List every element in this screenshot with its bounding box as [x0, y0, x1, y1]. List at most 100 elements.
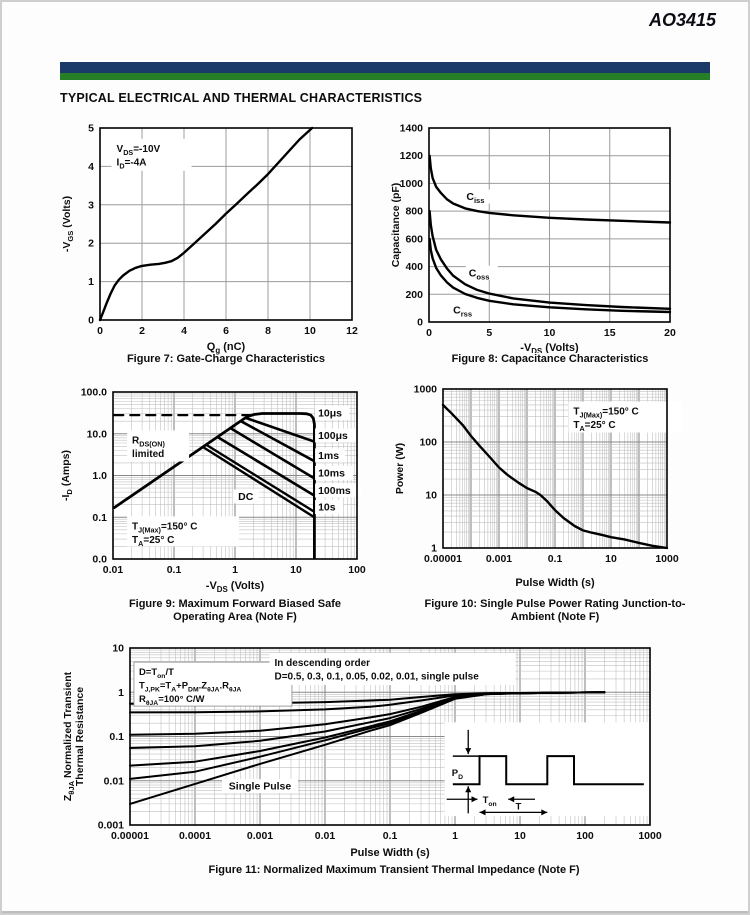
svg-text:10: 10 [290, 564, 302, 576]
svg-text:1000: 1000 [400, 178, 424, 190]
figure-8-block: Ciss Coss Crss 0 5 10 15 20 0 200 400 600 800 1000 120… [385, 115, 715, 354]
svg-text:PD: PD [452, 768, 463, 781]
svg-text:10: 10 [112, 643, 124, 655]
series-Coss [428, 209, 672, 310]
svg-text:D=0.5, 0.3, 0.1, 0.05, 0.02, 0: D=0.5, 0.3, 0.1, 0.05, 0.02, 0.01, singl… [274, 672, 479, 683]
svg-text:0.00001: 0.00001 [111, 830, 149, 842]
svg-text:RDS(ON): RDS(ON) [132, 435, 165, 448]
figure-11-caption: Figure 11: Normalized Maximum Transient … [208, 864, 580, 876]
svg-text:15: 15 [604, 327, 616, 339]
svg-text:100ms: 100ms [318, 485, 351, 497]
svg-text:0.01: 0.01 [104, 775, 125, 787]
svg-text:3: 3 [88, 199, 94, 211]
svg-text:T: T [515, 802, 521, 813]
svg-text:0.001: 0.001 [98, 820, 124, 832]
svg-text:1ms: 1ms [318, 450, 339, 462]
svg-text:0.0001: 0.0001 [179, 830, 211, 842]
svg-text:Single Pulse: Single Pulse [229, 781, 292, 793]
svg-text:Power (W): Power (W) [394, 443, 406, 494]
svg-text:-ID (Amps): -ID (Amps) [60, 450, 74, 501]
series-limit-dc [201, 445, 316, 519]
svg-text:1: 1 [232, 564, 238, 576]
figure-9-block: RDS(ON) limited TJ(Max)=150° C TA=25° C 10μs… [55, 375, 385, 594]
series-limit-100ms [216, 435, 316, 497]
svg-text:10μs: 10μs [318, 407, 342, 419]
svg-text:4: 4 [181, 325, 187, 337]
svg-text:10: 10 [544, 327, 556, 339]
svg-text:TJ(Max)=150° C: TJ(Max)=150° C [132, 521, 197, 534]
svg-text:0.1: 0.1 [109, 731, 124, 743]
svg-text:Pulse Width (s): Pulse Width (s) [350, 847, 430, 859]
svg-text:0: 0 [88, 315, 94, 327]
svg-text:1: 1 [431, 543, 437, 555]
grid [443, 389, 667, 548]
svg-text:10: 10 [425, 490, 437, 502]
svg-text:RθJA=100° C/W: RθJA=100° C/W [139, 694, 205, 707]
svg-text:10ms: 10ms [318, 467, 345, 479]
figure-10-block: TJ(Max)=150° C TA=25° C 0.00001 0.001 0.1 10 1… [390, 375, 715, 591]
svg-text:100: 100 [576, 830, 594, 842]
svg-text:0.01: 0.01 [315, 830, 336, 842]
svg-text:0.1: 0.1 [383, 830, 398, 842]
svg-text:Coss: Coss [469, 267, 490, 281]
figure-9-soa-chart: RDS(ON)limited TJ(Max)=150° CTA=25° C 10μs… [60, 387, 366, 594]
svg-text:1000: 1000 [638, 830, 662, 842]
svg-text:0.00001: 0.00001 [424, 553, 462, 565]
figure-7-caption: Figure 7: Gate-Charge Characteristics [126, 353, 326, 365]
svg-text:0.0: 0.0 [92, 554, 107, 566]
figure-8-caption: Figure 8: Capacitance Characteristics [451, 353, 649, 365]
svg-text:10.0: 10.0 [87, 428, 108, 440]
svg-text:12: 12 [346, 325, 358, 337]
svg-text:1000: 1000 [414, 384, 438, 396]
series-rdson-limit-diagonal [112, 415, 249, 509]
svg-text:-VDS (Volts): -VDS (Volts) [520, 342, 579, 353]
svg-text:limited: limited [132, 449, 164, 460]
section-title: TYPICAL ELECTRICAL AND THERMAL CHARACTER… [60, 91, 423, 105]
svg-text:5: 5 [88, 123, 94, 135]
svg-text:0.1: 0.1 [167, 564, 182, 576]
svg-text:0.001: 0.001 [486, 553, 512, 565]
brand-bar-green [60, 73, 710, 80]
series-limit-10s [205, 443, 316, 513]
svg-text:0: 0 [97, 325, 103, 337]
series-limit-100us [244, 416, 316, 443]
figure-9-caption-line2: Operating Area (Note F) [173, 611, 297, 623]
svg-text:ZθJA Normalized Transient: ZθJA Normalized Transient [62, 671, 76, 801]
figure-10-caption-line2: Ambient (Note F) [510, 611, 600, 623]
figure-7-block: VDS=-10V ID=-4A 0 2 4 6 8 10 12 0 1 2 3 4 5 Qg (nC) -VGS… [55, 118, 375, 356]
series-Ciss [428, 154, 672, 224]
svg-text:D=Ton/T: D=Ton/T [139, 667, 174, 680]
svg-text:1: 1 [452, 830, 458, 842]
svg-text:ID=-4A: ID=-4A [117, 157, 147, 170]
svg-text:1000: 1000 [655, 553, 679, 565]
svg-text:Capacitance (pF): Capacitance (pF) [390, 183, 402, 268]
series-gate-charge [98, 126, 314, 322]
svg-text:100μs: 100μs [318, 430, 348, 442]
svg-text:4: 4 [88, 161, 94, 173]
series-single-pulse [129, 691, 606, 805]
svg-text:200: 200 [405, 289, 423, 301]
svg-text:Ton: Ton [483, 795, 497, 808]
svg-text:TA=25° C: TA=25° C [573, 420, 615, 433]
series-limit-1ms [239, 419, 316, 463]
svg-text:0.1: 0.1 [548, 553, 563, 565]
svg-text:0: 0 [417, 317, 423, 329]
svg-text:10s: 10s [318, 502, 336, 514]
svg-text:800: 800 [405, 206, 423, 218]
svg-text:TJ(Max)=150° C: TJ(Max)=150° C [573, 407, 638, 420]
svg-text:0: 0 [426, 327, 432, 339]
svg-text:100.0: 100.0 [81, 387, 107, 399]
svg-text:2: 2 [139, 325, 145, 337]
svg-text:2: 2 [88, 238, 94, 250]
svg-text:5: 5 [486, 327, 492, 339]
svg-text:Ciss: Ciss [466, 191, 484, 205]
svg-text:1.0: 1.0 [92, 470, 107, 482]
svg-text:10: 10 [605, 553, 617, 565]
svg-text:100: 100 [348, 564, 366, 576]
svg-text:20: 20 [664, 327, 676, 339]
svg-text:1: 1 [88, 276, 94, 288]
brand-bar-navy [60, 62, 710, 73]
